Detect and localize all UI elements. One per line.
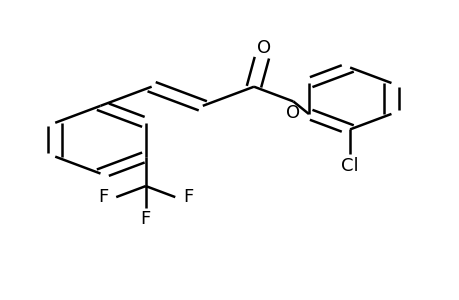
Text: O: O <box>257 39 271 57</box>
Text: O: O <box>285 104 300 122</box>
Text: F: F <box>183 188 193 206</box>
Text: Cl: Cl <box>341 157 358 175</box>
Text: F: F <box>140 210 151 228</box>
Text: F: F <box>98 188 108 206</box>
